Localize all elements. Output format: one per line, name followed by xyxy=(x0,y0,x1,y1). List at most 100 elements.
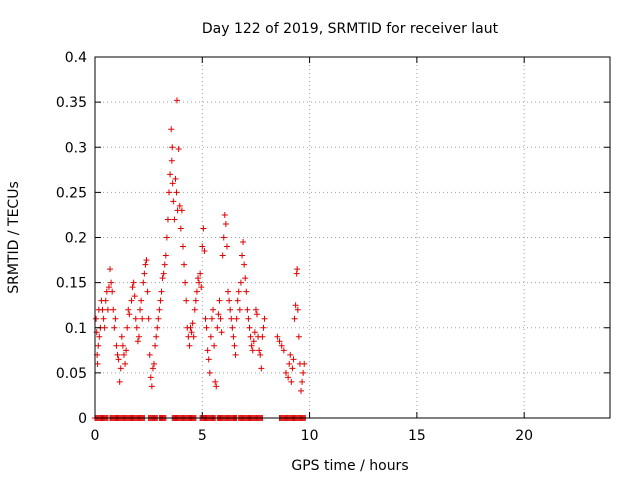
data-point xyxy=(198,284,205,291)
data-point xyxy=(99,306,106,313)
data-point xyxy=(113,342,120,349)
data-point xyxy=(217,315,224,322)
data-point xyxy=(245,315,252,322)
y-tick-label: 0.35 xyxy=(56,95,87,111)
data-point xyxy=(200,225,207,232)
data-point xyxy=(215,311,222,318)
data-point xyxy=(163,234,170,241)
data-point xyxy=(298,387,304,394)
data-point xyxy=(95,342,102,349)
y-tick-labels: 0 0.05 0.1 0.15 0.2 0.25 0.3 0.35 0.4 xyxy=(56,50,87,427)
x-tick-labels: 0 5 10 15 20 xyxy=(91,428,534,444)
data-point xyxy=(236,306,243,313)
data-point xyxy=(159,275,166,282)
data-point xyxy=(107,266,114,273)
data-point xyxy=(177,225,184,232)
data-point xyxy=(276,338,283,345)
data-point xyxy=(179,243,186,250)
data-point xyxy=(104,306,111,313)
data-point xyxy=(94,360,101,367)
data-point xyxy=(244,306,251,313)
data-point xyxy=(143,257,150,264)
data-point xyxy=(260,324,267,331)
data-point xyxy=(115,356,122,363)
data-point xyxy=(218,329,225,336)
x-tick-label: 5 xyxy=(198,428,207,444)
data-point xyxy=(206,369,213,376)
data-point xyxy=(301,360,308,367)
data-point xyxy=(129,284,136,291)
data-point xyxy=(193,288,200,295)
data-point xyxy=(123,347,130,354)
data-point xyxy=(240,239,247,246)
data-point xyxy=(242,275,249,282)
x-tick-label: 20 xyxy=(515,428,533,444)
y-tick-label: 0.2 xyxy=(65,231,87,247)
data-point xyxy=(141,270,148,277)
data-point xyxy=(96,333,103,340)
data-point xyxy=(155,315,162,322)
data-point xyxy=(158,288,165,295)
data-point xyxy=(204,347,211,354)
data-point xyxy=(105,284,112,291)
data-point xyxy=(154,324,161,331)
data-point xyxy=(152,342,159,349)
data-point xyxy=(128,297,135,304)
data-point xyxy=(173,189,180,196)
data-point xyxy=(256,347,263,354)
data-point xyxy=(168,157,175,164)
data-point xyxy=(258,365,265,372)
data-point xyxy=(289,365,296,372)
data-point xyxy=(110,306,117,313)
data-point xyxy=(274,333,281,340)
data-point xyxy=(280,347,287,354)
data-point xyxy=(246,324,253,331)
data-point xyxy=(103,288,110,295)
data-point xyxy=(213,383,220,390)
data-point xyxy=(257,351,264,358)
data-point xyxy=(122,360,129,367)
data-point xyxy=(219,252,226,259)
data-point xyxy=(205,356,212,363)
data-point xyxy=(223,243,230,250)
data-point xyxy=(195,275,201,282)
data-point xyxy=(188,329,195,336)
data-point xyxy=(249,347,256,354)
x-axis-label: GPS time / hours xyxy=(291,458,408,474)
data-point xyxy=(148,383,155,390)
data-point xyxy=(230,333,237,340)
data-point xyxy=(173,97,180,104)
data-point xyxy=(118,333,125,340)
data-point xyxy=(93,315,100,322)
data-point xyxy=(151,360,158,367)
grid xyxy=(95,57,610,418)
data-point xyxy=(288,378,295,385)
y-tick-label: 0.05 xyxy=(56,366,87,382)
data-point xyxy=(196,279,203,286)
data-point xyxy=(299,378,306,385)
data-point xyxy=(160,270,167,277)
y-tick-label: 0.3 xyxy=(65,140,87,156)
data-point xyxy=(286,360,293,367)
data-point xyxy=(124,324,131,331)
data-point xyxy=(183,297,190,304)
data-point xyxy=(140,279,147,286)
data-point xyxy=(227,306,234,313)
data-point xyxy=(170,198,177,205)
data-point xyxy=(254,311,261,318)
data-point xyxy=(176,202,183,209)
data-point xyxy=(132,315,139,322)
data-point xyxy=(162,252,169,259)
data-point xyxy=(234,297,241,304)
data-point xyxy=(109,288,116,295)
data-point xyxy=(203,324,210,331)
y-tick-label: 0.1 xyxy=(65,321,87,337)
data-point xyxy=(100,315,107,322)
data-point xyxy=(232,351,239,358)
data-point xyxy=(282,369,289,376)
data-point xyxy=(192,297,199,304)
data-point xyxy=(300,369,307,376)
data-point xyxy=(247,333,254,340)
data-point xyxy=(189,320,196,327)
data-point xyxy=(111,324,118,331)
